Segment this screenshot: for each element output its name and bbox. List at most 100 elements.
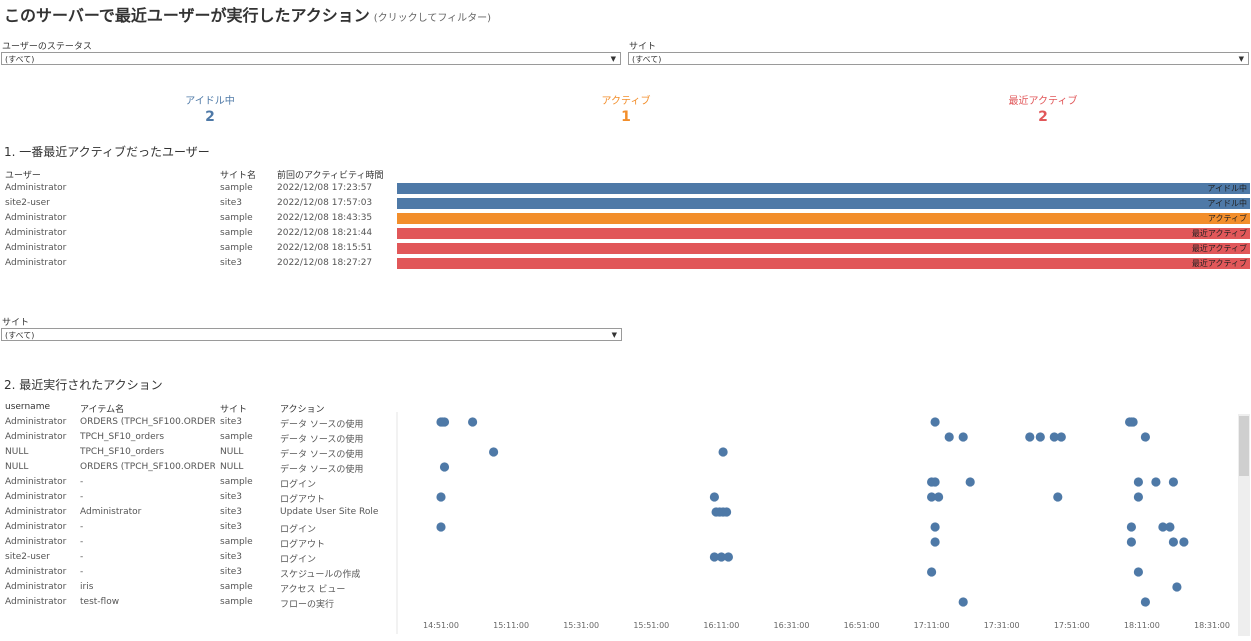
- action-point[interactable]: [709, 552, 719, 562]
- action-point[interactable]: [1168, 477, 1178, 487]
- action-cell: Update User Site Role: [280, 507, 379, 517]
- kpi-1[interactable]: アクティブ 1: [566, 92, 686, 125]
- user-cell: Administrator: [5, 213, 67, 223]
- user-cell: site2-user: [5, 198, 50, 208]
- action-point[interactable]: [930, 477, 940, 487]
- username-cell: Administrator: [5, 567, 67, 577]
- item-name-cell: -: [80, 552, 84, 562]
- action-point[interactable]: [1025, 432, 1035, 442]
- x-tick-label: 17:31:00: [984, 621, 1020, 630]
- user-status-dropdown[interactable]: (すべて) ▼: [1, 52, 621, 65]
- action-point[interactable]: [1133, 567, 1143, 577]
- action-point[interactable]: [1126, 537, 1136, 547]
- scrollbar-thumb[interactable]: [1239, 416, 1249, 476]
- action-point[interactable]: [930, 537, 940, 547]
- col-header-item-name: アイテム名: [80, 405, 125, 415]
- site-cell: site3: [220, 198, 242, 208]
- action-point[interactable]: [1128, 417, 1138, 427]
- site-cell: sample: [220, 213, 253, 223]
- status-bar[interactable]: 最近アクティブ: [397, 258, 1250, 269]
- time-cell: 2022/12/08 17:57:03: [277, 198, 373, 208]
- item-name-cell: ORDERS (TPCH_SF100.ORDER...: [80, 417, 215, 427]
- action-point[interactable]: [723, 552, 733, 562]
- action-point[interactable]: [934, 492, 944, 502]
- action-point[interactable]: [930, 522, 940, 532]
- kpi-value: 2: [205, 109, 215, 125]
- x-tick-label: 16:51:00: [844, 621, 880, 630]
- time-cell: 2022/12/08 18:27:27: [277, 258, 373, 268]
- item-name-cell: -: [80, 522, 84, 532]
- status-bar[interactable]: アクティブ: [397, 213, 1250, 224]
- site-cell: sample: [220, 243, 253, 253]
- site-cell: sample: [220, 432, 253, 442]
- action-point[interactable]: [1133, 492, 1143, 502]
- action-point[interactable]: [709, 492, 719, 502]
- site-cell: site3: [220, 417, 242, 427]
- scrollbar[interactable]: [1238, 414, 1250, 636]
- action-point[interactable]: [722, 507, 732, 517]
- action-point[interactable]: [436, 522, 446, 532]
- action-point[interactable]: [439, 462, 450, 472]
- action-point[interactable]: [958, 432, 968, 442]
- status-bar[interactable]: アイドル中: [397, 198, 1250, 209]
- x-tick-label: 18:11:00: [1124, 621, 1160, 630]
- site-cell: site3: [220, 522, 242, 532]
- x-tick-label: 17:51:00: [1054, 621, 1090, 630]
- username-cell: Administrator: [5, 597, 67, 607]
- title-subtitle: (クリックしてフィルター): [373, 13, 492, 24]
- action-point[interactable]: [1165, 522, 1175, 532]
- action-point[interactable]: [1140, 432, 1150, 442]
- action-point[interactable]: [1053, 492, 1063, 502]
- site2-filter-label: サイト: [2, 318, 30, 328]
- site-cell: NULL: [220, 447, 244, 457]
- time-cell: 2022/12/08 17:23:57: [277, 183, 373, 193]
- action-point[interactable]: [489, 447, 499, 457]
- action-point[interactable]: [1179, 537, 1189, 547]
- kpi-value: 1: [621, 109, 631, 125]
- action-cell: アクセス ビュー: [280, 585, 346, 595]
- action-point[interactable]: [468, 417, 478, 427]
- status-bar[interactable]: 最近アクティブ: [397, 243, 1250, 254]
- status-bar[interactable]: 最近アクティブ: [397, 228, 1250, 239]
- action-point[interactable]: [1172, 582, 1182, 592]
- kpi-0[interactable]: アイドル中 2: [150, 92, 270, 125]
- action-point[interactable]: [965, 477, 975, 487]
- username-cell: Administrator: [5, 522, 67, 532]
- action-point[interactable]: [1126, 522, 1136, 532]
- site-cell: site3: [220, 258, 242, 268]
- action-point[interactable]: [716, 552, 726, 562]
- action-point[interactable]: [944, 432, 954, 442]
- site-cell: NULL: [220, 462, 244, 472]
- x-tick-label: 14:51:00: [423, 621, 459, 630]
- site-cell: site3: [220, 567, 242, 577]
- item-name-cell: Administrator: [80, 507, 142, 517]
- site-cell: sample: [220, 477, 253, 487]
- action-point[interactable]: [1140, 597, 1150, 607]
- status-bar[interactable]: アイドル中: [397, 183, 1250, 194]
- username-cell: Administrator: [5, 432, 67, 442]
- site-dropdown[interactable]: (すべて) ▼: [628, 52, 1249, 65]
- action-point[interactable]: [927, 567, 937, 577]
- site2-dropdown[interactable]: (すべて) ▼: [1, 328, 622, 341]
- time-cell: 2022/12/08 18:15:51: [277, 243, 373, 253]
- action-point[interactable]: [1049, 432, 1059, 442]
- action-point[interactable]: [439, 417, 450, 427]
- action-point[interactable]: [1158, 522, 1168, 532]
- user-cell: Administrator: [5, 243, 67, 253]
- action-point[interactable]: [927, 492, 937, 502]
- action-point[interactable]: [958, 597, 968, 607]
- action-point[interactable]: [1151, 477, 1161, 487]
- action-point[interactable]: [1133, 477, 1143, 487]
- kpi-label: アクティブ: [601, 96, 651, 107]
- action-point[interactable]: [718, 447, 728, 457]
- action-point[interactable]: [930, 417, 940, 427]
- action-cell: ログイン: [280, 555, 317, 565]
- action-point[interactable]: [1035, 432, 1045, 442]
- site-cell: site3: [220, 492, 242, 502]
- kpi-2[interactable]: 最近アクティブ 2: [983, 92, 1103, 125]
- item-name-cell: iris: [80, 582, 94, 592]
- action-point[interactable]: [436, 492, 446, 502]
- x-tick-label: 15:11:00: [493, 621, 529, 630]
- action-point[interactable]: [1168, 537, 1178, 547]
- action-point[interactable]: [1056, 432, 1066, 442]
